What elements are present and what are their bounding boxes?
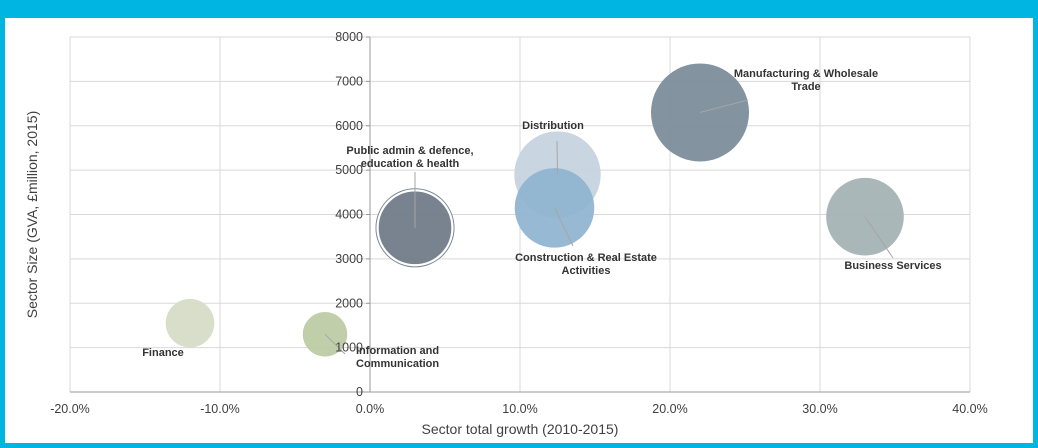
data-label-manufacturing-wholesale-trade: Manufacturing & Wholesale <box>734 68 878 80</box>
data-label-construction-real-estate-activities: Construction & Real Estate <box>515 252 657 264</box>
x-tick-label: 10.0% <box>502 402 537 416</box>
data-label-business-services: Business Services <box>844 260 941 272</box>
leader-line <box>324 333 346 355</box>
y-tick-label: 2000 <box>335 296 363 310</box>
x-tick-label: 40.0% <box>952 402 987 416</box>
data-label-distribution: Distribution <box>522 120 584 132</box>
data-label-public-admin-defence-education-health: Public admin & defence, <box>346 145 473 157</box>
data-label-finance: Finance <box>142 347 184 359</box>
y-tick-label: 5000 <box>335 163 363 177</box>
axes <box>70 36 970 393</box>
y-tick-label: 6000 <box>335 119 363 133</box>
x-tick-label: 30.0% <box>802 402 837 416</box>
y-tick-label: 4000 <box>335 208 363 222</box>
leader-line <box>556 140 558 175</box>
y-tick-label: 7000 <box>335 74 363 88</box>
data-label-manufacturing-wholesale-trade: Trade <box>791 81 820 93</box>
tick-labels: -20.0% -10.0% 0.0% 10.0% 20.0% 30.0% 40.0% 0 100… <box>50 30 988 416</box>
x-tick-label: -10.0% <box>200 402 240 416</box>
leader-line <box>699 99 749 113</box>
data-label-public-admin-defence-education-health: education & health <box>361 158 460 170</box>
x-tick-label: 0.0% <box>356 402 385 416</box>
y-tick-label: 3000 <box>335 252 363 266</box>
data-label-construction-real-estate-activities: Activities <box>562 265 611 277</box>
x-tick-label: -20.0% <box>50 402 90 416</box>
bubbles <box>165 63 904 357</box>
leader-line <box>864 216 894 259</box>
y-axis-title: Sector Size (GVA, £million, 2015) <box>24 111 40 319</box>
leader-line <box>554 207 574 247</box>
y-tick-label: 8000 <box>335 30 363 44</box>
x-tick-label: 20.0% <box>652 402 687 416</box>
x-axis-title: Sector total growth (2010-2015) <box>422 421 619 437</box>
leader-lines <box>324 99 894 355</box>
y-tick-label: 0 <box>356 385 363 399</box>
data-label-information-and-communication: Communication <box>356 358 439 370</box>
data-label-information-and-communication: Information and <box>356 345 439 357</box>
bubble-finance <box>165 298 215 348</box>
y-tick-label: 1000 <box>335 341 363 355</box>
